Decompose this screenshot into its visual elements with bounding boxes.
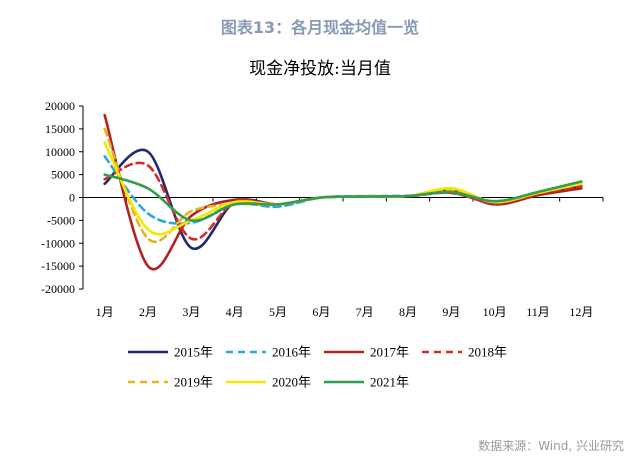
x-tick-label: 5月 [269, 305, 287, 319]
legend-label: 2016年 [272, 345, 311, 360]
series-line [103, 173, 583, 222]
x-tick-label: 1月 [96, 305, 114, 319]
x-tick-label: 10月 [483, 305, 507, 319]
y-tick-label: -20000 [41, 282, 75, 296]
source-note: 数据来源：Wind, 兴业研究 [478, 439, 624, 453]
chart-axes: 20000 15000 10000 5000 0 -5000 -10000 -15000 -20… [41, 99, 604, 319]
chart-legend: 2015年 2016年 2017年 2018年 2019年 2020年 2021年 [128, 345, 507, 390]
x-tick-label: 3月 [182, 305, 200, 319]
x-tick-label: 7月 [356, 305, 374, 319]
legend-label: 2019年 [174, 375, 213, 390]
x-tick-label: 4月 [226, 305, 244, 319]
y-tick-label: -15000 [41, 259, 75, 273]
x-tick-label: 11月 [526, 305, 550, 319]
chart-title: 现金净投放:当月值 [249, 59, 391, 79]
figure-title: 图表13：各月现金均值一览 [220, 18, 420, 37]
x-tick-label: 2月 [139, 305, 157, 319]
legend-label: 2020年 [272, 375, 311, 390]
x-tick-label: 12月 [569, 305, 593, 319]
legend-label: 2015年 [174, 345, 213, 360]
y-tick-label: 15000 [45, 122, 75, 136]
y-tick-label: 0 [69, 191, 75, 205]
x-tick-label: 9月 [442, 305, 460, 319]
y-tick-label: -10000 [41, 236, 75, 250]
y-tick-label: 5000 [51, 168, 75, 182]
legend-label: 2017年 [370, 345, 409, 360]
y-tick-label: -5000 [47, 213, 75, 227]
legend-label: 2018年 [468, 345, 507, 360]
series-lines [103, 113, 583, 271]
series-line [103, 127, 583, 243]
x-tick-label: 6月 [312, 305, 330, 319]
x-tick-label: 8月 [399, 305, 417, 319]
series-line [103, 113, 583, 271]
y-tick-label: 20000 [45, 99, 75, 113]
legend-label: 2021年 [370, 375, 409, 390]
y-tick-label: 10000 [45, 145, 75, 159]
